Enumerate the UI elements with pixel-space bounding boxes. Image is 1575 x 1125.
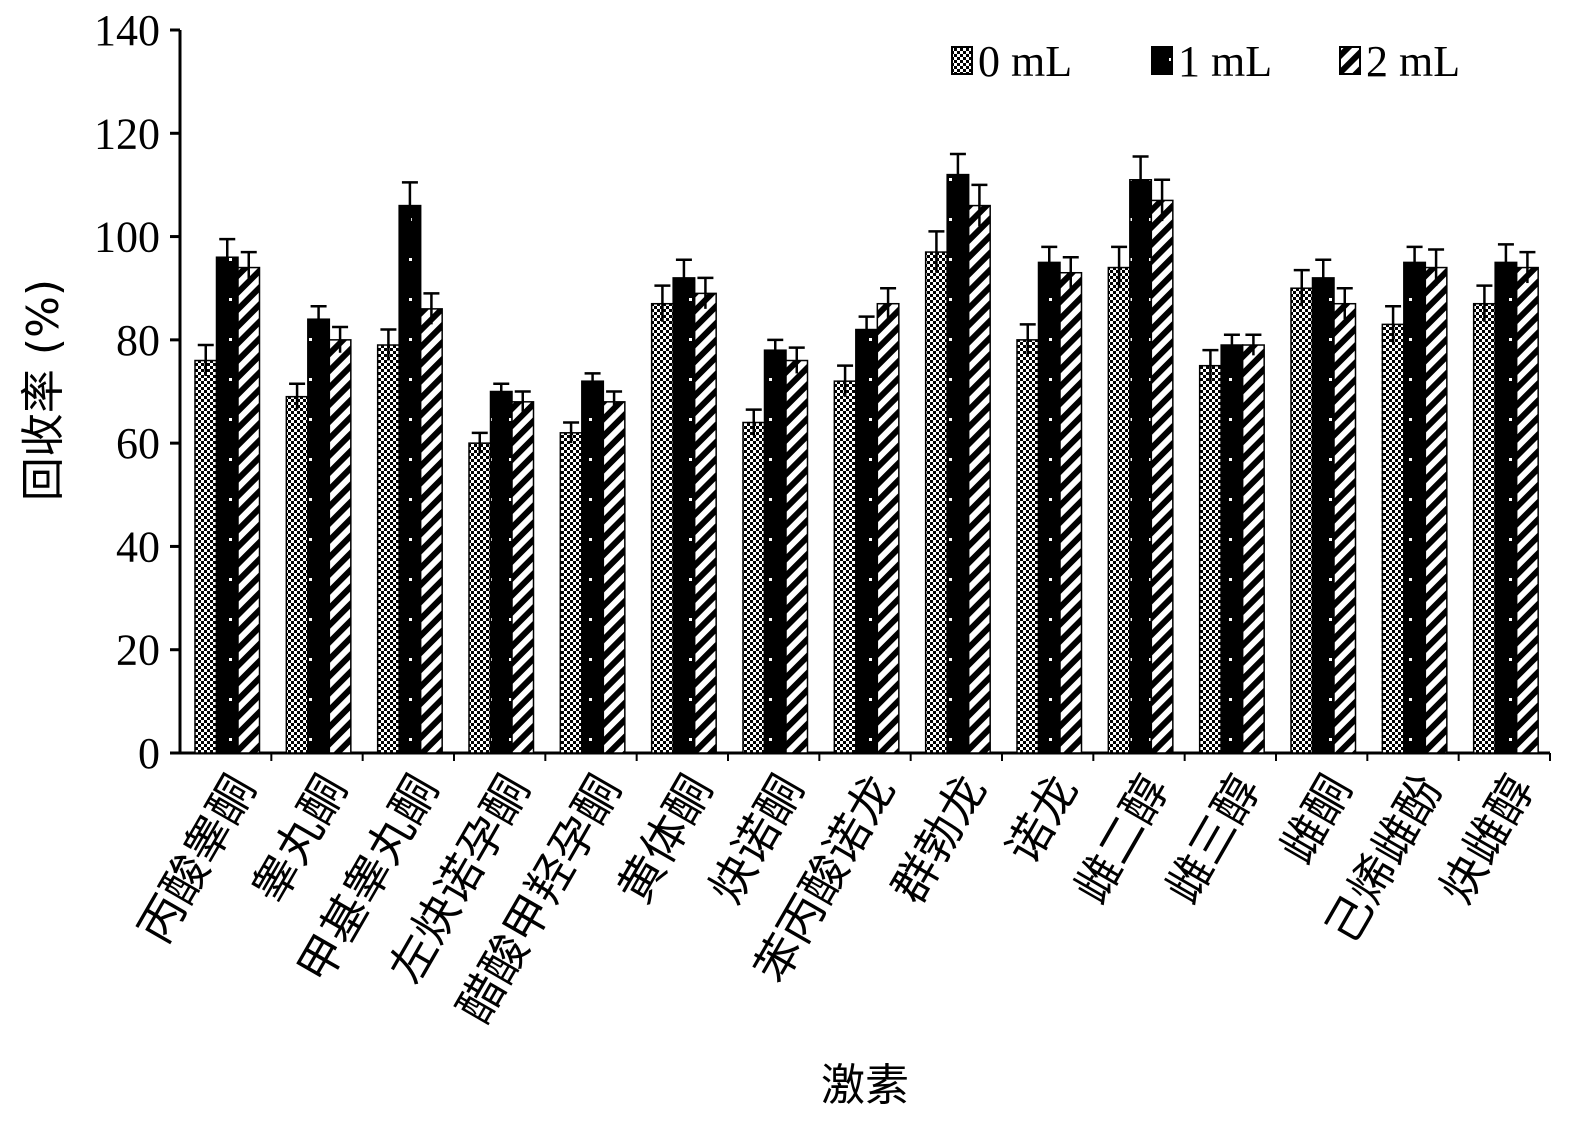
bar (650, 302, 674, 754)
bar (1472, 302, 1496, 754)
y-tick-label: 100 (94, 213, 160, 262)
bar (1198, 364, 1222, 754)
bar (672, 277, 696, 754)
bar (1311, 277, 1335, 754)
y-axis-ticks: 0 20 40 60 80 100 120 140 (94, 6, 180, 778)
bar (1424, 266, 1448, 754)
legend: 0 mL 1 mL 2 mL (951, 37, 1460, 86)
bar (511, 401, 535, 754)
legend-swatch (951, 46, 973, 75)
category-label: 炔雌醇 (1429, 766, 1545, 913)
bar (876, 302, 900, 754)
bar (328, 339, 352, 754)
legend-label: 2 mL (1366, 37, 1460, 86)
y-tick-label: 40 (116, 522, 160, 571)
category-label: 雌酮 (1269, 766, 1362, 873)
x-axis-title: 激素 (821, 1060, 909, 1111)
legend-label: 1 mL (1178, 37, 1272, 86)
bar (742, 421, 766, 754)
bar (559, 432, 583, 754)
bar (398, 204, 422, 754)
bar (833, 380, 857, 754)
bar (1381, 323, 1405, 754)
y-tick-label: 140 (94, 6, 160, 55)
legend-label: 0 mL (978, 37, 1072, 86)
bar (1290, 287, 1314, 754)
y-tick-label: 20 (116, 626, 160, 675)
bar (489, 390, 513, 754)
legend-swatch (1151, 46, 1173, 75)
bar (1107, 266, 1131, 754)
bar (285, 395, 309, 754)
bar (763, 349, 787, 754)
bar (194, 359, 218, 754)
bar (924, 251, 948, 754)
bar (967, 204, 991, 754)
y-tick-label: 60 (116, 419, 160, 468)
bar (785, 359, 809, 754)
bar (1220, 344, 1244, 754)
bar (1129, 179, 1153, 754)
bar (1333, 302, 1357, 754)
bar (855, 328, 879, 754)
category-label: 丙酸睾酮 (127, 766, 266, 952)
bar (215, 256, 239, 754)
y-axis-title: 回收率 (%) (18, 279, 69, 501)
y-tick-label: 0 (138, 729, 160, 778)
bar (1515, 266, 1539, 754)
bar (376, 344, 400, 754)
bar (946, 173, 970, 754)
error-bars (197, 152, 1536, 454)
bar (1494, 261, 1518, 754)
bar (602, 401, 626, 754)
bar (237, 266, 261, 754)
bar (1403, 261, 1427, 754)
bar (1241, 344, 1265, 754)
bar (693, 292, 717, 754)
bars (194, 173, 1551, 761)
bar (419, 308, 443, 754)
category-labels: 丙酸睾酮睾丸酮甲基睾丸酮左炔诺孕酮醋酸甲羟孕酮黄体酮炔诺酮苯丙酸诺龙群勃龙诺龙雌… (127, 766, 1544, 1032)
legend-swatch (1339, 46, 1361, 75)
bar (581, 380, 605, 754)
category-label: 群勃龙 (881, 766, 997, 913)
category-label: 诺龙 (995, 766, 1088, 873)
bar (307, 318, 331, 754)
bar (1059, 271, 1083, 754)
bar (468, 442, 492, 754)
bar (1016, 339, 1040, 754)
bar (1037, 261, 1061, 754)
bar (1150, 199, 1174, 754)
y-tick-label: 120 (94, 109, 160, 158)
category-label: 雌三醇 (1155, 766, 1271, 913)
y-tick-label: 80 (116, 316, 160, 365)
